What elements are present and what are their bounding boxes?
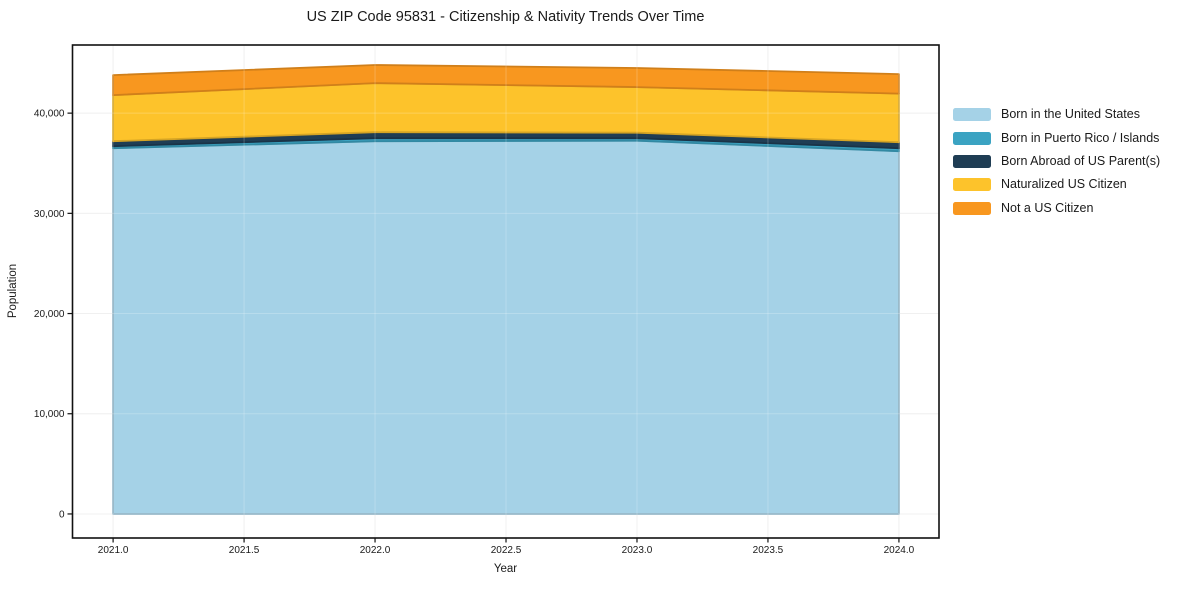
legend-label: Naturalized US Citizen [1001,177,1127,192]
legend-swatch-icon [953,108,991,122]
legend-swatch-icon [953,131,991,145]
legend-swatch-icon [953,178,991,192]
y-tick-label: 40,000 [34,109,65,120]
y-axis-label: Population [7,263,19,319]
legend-label: Born Abroad of US Parent(s) [1001,153,1161,168]
legend-label: Born in the United States [1001,107,1140,122]
x-tick-label: 2022.5 [491,545,522,556]
legend-label: Not a US Citizen [1001,200,1094,215]
legend-item: Naturalized US Citizen [953,177,1127,192]
y-tick-label: 0 [59,509,65,520]
x-axis-label: Year [493,563,518,575]
x-tick-label: 2023.0 [622,545,653,556]
legend-swatch-icon [953,154,991,168]
x-tick-label: 2024.0 [884,545,915,556]
legend-swatch-icon [953,201,991,215]
y-tick-label: 20,000 [34,309,65,320]
y-tick-label: 30,000 [34,209,65,220]
legend-label: Born in Puerto Rico / Islands [1001,130,1160,145]
x-tick-label: 2023.5 [753,545,784,556]
legend-item: Born Abroad of US Parent(s) [953,153,1161,168]
x-tick-label: 2022.0 [360,545,391,556]
legend-item: Born in the United States [953,107,1140,122]
legend-item: Not a US Citizen [953,200,1094,215]
area-series-4 [112,64,900,96]
chart-title: US ZIP Code 95831 - Citizenship & Nativi… [306,9,705,25]
x-tick-label: 2021.0 [98,545,129,556]
x-tick-label: 2021.5 [229,545,260,556]
legend-item: Born in Puerto Rico / Islands [953,130,1160,145]
y-tick-label: 10,000 [34,409,65,420]
